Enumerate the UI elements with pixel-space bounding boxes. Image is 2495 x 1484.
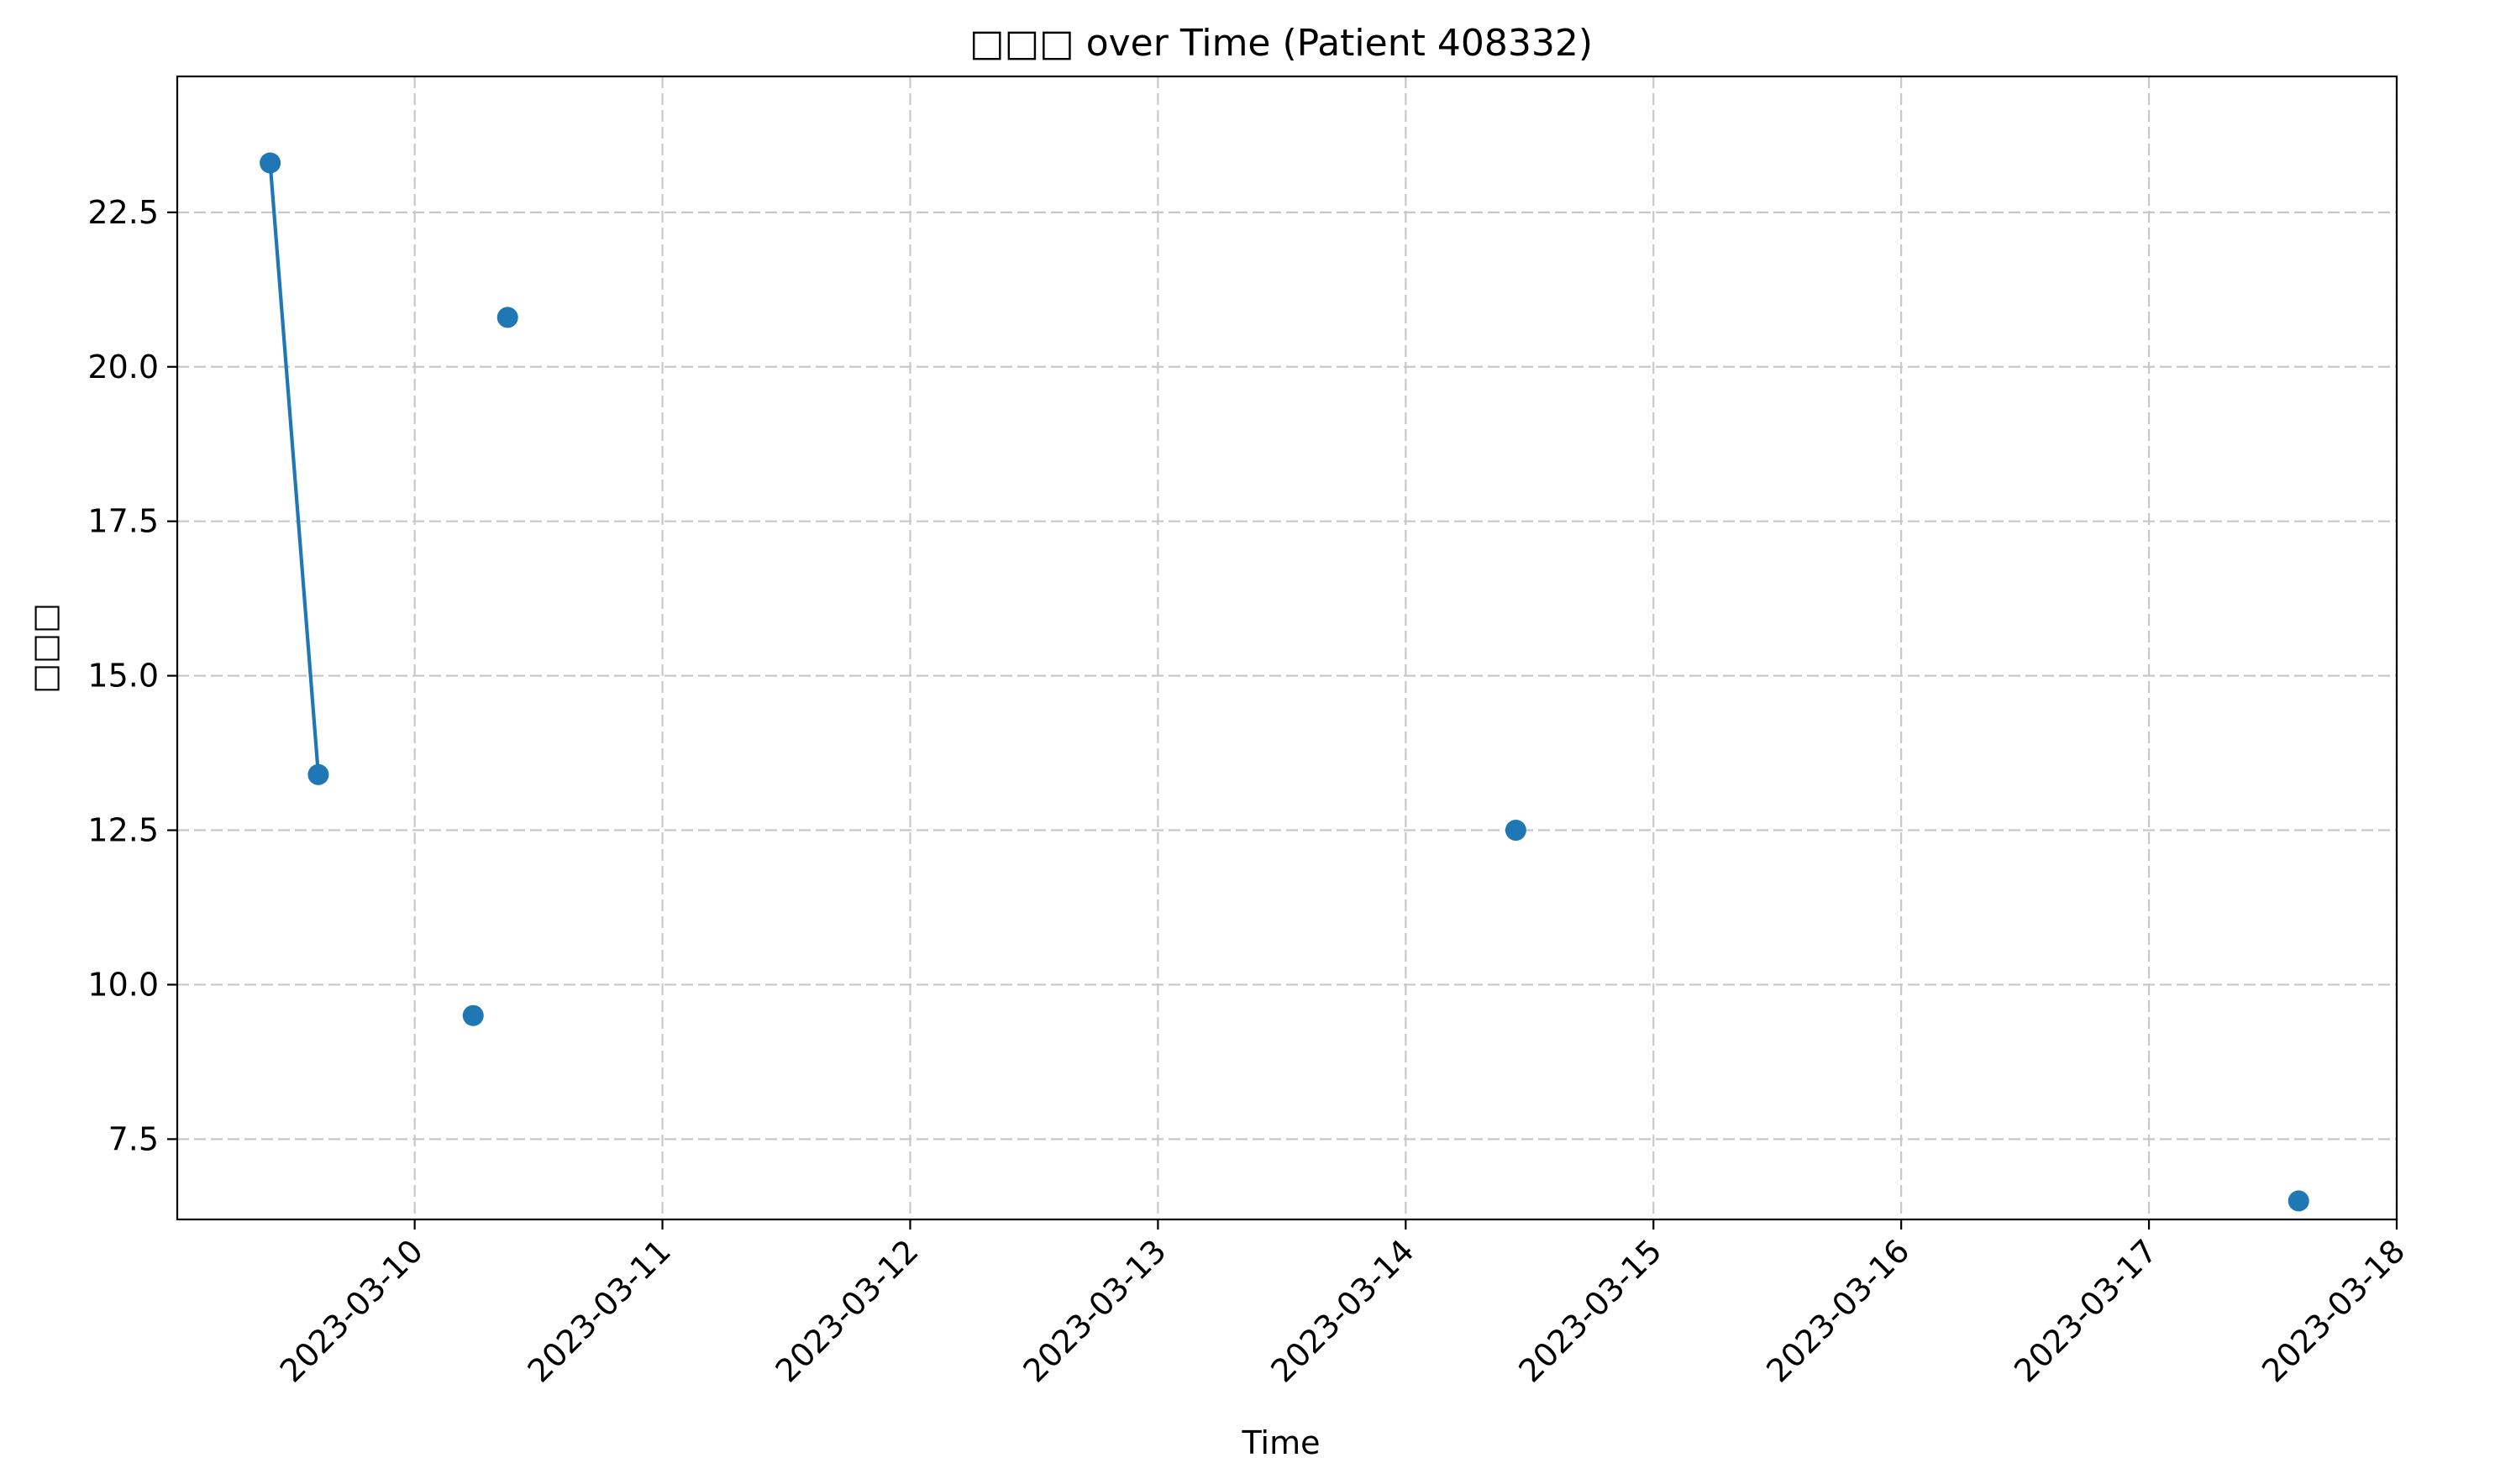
chart-title: □□□ over Time (Patient 408332) xyxy=(969,22,1593,65)
data-point xyxy=(2288,1190,2309,1212)
grid xyxy=(177,76,2398,1219)
series-point-layer xyxy=(260,152,2309,1212)
series-line-layer xyxy=(268,162,321,775)
y-tick-label: 12.5 xyxy=(87,812,159,849)
y-tick-label: 7.5 xyxy=(108,1120,159,1157)
y-tick-label: 10.0 xyxy=(87,966,159,1003)
y-axis-label: □□□ xyxy=(26,603,63,694)
data-point xyxy=(260,152,281,174)
axes-frame xyxy=(176,75,2398,1221)
data-point xyxy=(462,1004,484,1026)
data-point xyxy=(307,763,329,785)
series-line xyxy=(268,162,321,775)
y-tick-label: 22.5 xyxy=(87,194,159,231)
y-tick-label: 15.0 xyxy=(87,658,159,695)
data-point xyxy=(1505,820,1526,842)
data-point xyxy=(496,307,518,328)
x-axis-label: Time xyxy=(1242,1424,1321,1461)
y-tick-label: 17.5 xyxy=(87,503,159,540)
y-tick-label: 20.0 xyxy=(87,349,159,385)
